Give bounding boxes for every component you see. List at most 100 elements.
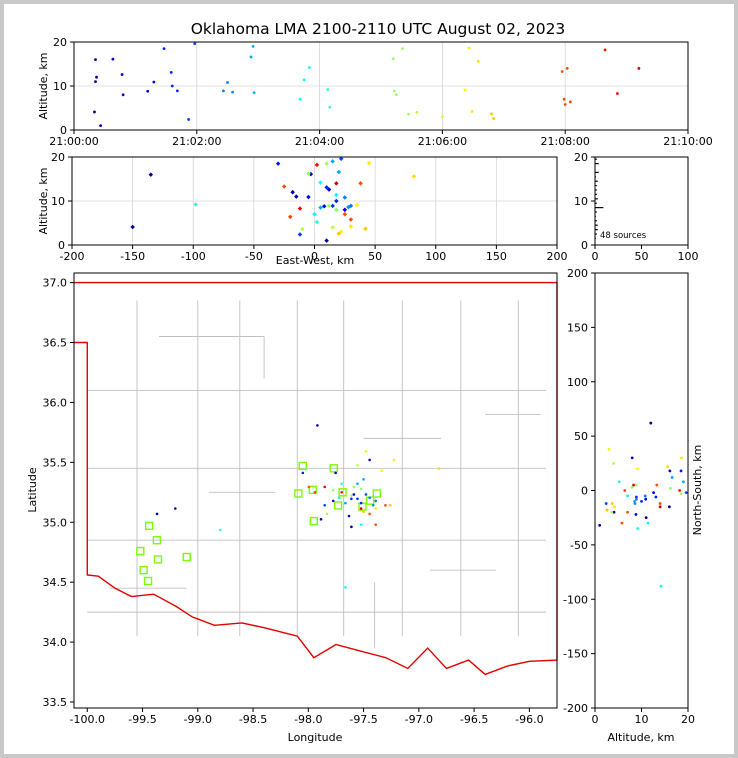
map-x-tick-label: -97.0 — [405, 713, 433, 726]
ew-altitude-point — [148, 172, 154, 177]
map-source-point — [344, 586, 347, 589]
altitude-ns-point — [670, 476, 674, 479]
map-source-point — [331, 499, 335, 503]
map-source-point — [307, 485, 311, 489]
ew-altitude-point — [318, 205, 323, 210]
map-source-point — [350, 497, 353, 501]
ew-altitude-x-tick-label: -200 — [60, 250, 85, 263]
ew-altitude-point — [363, 226, 368, 231]
altitude-ns-point — [668, 486, 672, 490]
ew-altitude-point — [294, 194, 299, 199]
time-altitude-point — [222, 89, 225, 93]
ew-altitude-point — [342, 211, 348, 217]
map-source-point — [352, 493, 356, 496]
time-altitude-point — [152, 80, 156, 84]
ew-altitude-point — [330, 225, 335, 230]
altitude-ns-point — [635, 467, 639, 471]
time-altitude-point — [615, 92, 619, 95]
ew-altitude-point — [366, 160, 372, 166]
time-altitude-x-tick-label: 21:10:00 — [663, 135, 712, 148]
ew-altitude-point — [336, 169, 342, 175]
time-altitude-point — [226, 81, 229, 84]
map-source-point — [340, 490, 343, 494]
time-altitude-point — [111, 57, 115, 61]
time-altitude-point — [162, 47, 166, 50]
source-count-label: 48 sources — [600, 231, 647, 241]
time-altitude-point — [298, 97, 302, 101]
map-source-point — [323, 503, 326, 507]
altitude-ns-point — [610, 502, 614, 505]
ew-altitude-point — [275, 161, 281, 166]
altitude-ns-point — [678, 489, 682, 492]
map-source-point — [362, 478, 365, 481]
ew-altitude-point — [334, 207, 339, 213]
map-source-point — [313, 490, 317, 494]
time-altitude-point — [94, 80, 97, 83]
altitude-ns-y-tick-label: 150 — [567, 321, 588, 334]
lma-station-marker — [153, 555, 163, 564]
time-altitude-x-tick-label: 21:08:00 — [540, 135, 589, 148]
map-source-point — [374, 507, 378, 510]
ew-altitude-x-tick-label: 200 — [547, 250, 568, 263]
altitude-ns-point — [620, 521, 624, 525]
histogram-x-tick-label: 50 — [635, 250, 649, 263]
altitude-ns-point — [644, 516, 648, 520]
altitude-ns-point — [636, 527, 640, 530]
time-altitude-point — [251, 45, 255, 48]
histogram-x-tick-label: 100 — [678, 250, 699, 263]
time-altitude-point — [415, 111, 419, 114]
lma-station-marker — [329, 464, 338, 473]
altitude-ns-point — [612, 510, 616, 514]
map-source-point — [352, 485, 356, 489]
map-x-tick-label: -97.5 — [349, 713, 377, 726]
ew-altitude-y-tick-label: 10 — [51, 195, 65, 208]
altitude-ns-point — [681, 480, 685, 484]
map-y-tick-label: 34.0 — [43, 636, 68, 649]
time-altitude-point — [302, 78, 306, 82]
map-source-point — [173, 507, 177, 510]
lma-station-marker — [309, 516, 319, 526]
altitude-ns-point — [654, 495, 658, 499]
time-altitude-point — [94, 58, 97, 61]
ew-altitude-point — [330, 203, 335, 209]
lma-station-marker — [294, 489, 303, 498]
map-source-point — [319, 517, 323, 521]
altitude-ns-point — [626, 494, 629, 498]
lma-station-marker — [358, 502, 367, 511]
altitude-ns-point — [666, 465, 669, 468]
figure: Oklahoma LMA 2100-2110 UTC August 02, 20… — [4, 4, 734, 754]
ew-altitude-point — [130, 224, 135, 230]
ew-altitude-point — [297, 206, 303, 211]
time-altitude-point — [170, 84, 174, 88]
altitude-ns-point — [649, 421, 653, 425]
time-altitude-y-tick-label: 10 — [53, 80, 67, 93]
altitude-ns-point — [612, 461, 615, 465]
altitude-ns-point — [607, 447, 611, 451]
lma-station-marker — [139, 565, 148, 575]
altitude-ns-point — [679, 492, 683, 496]
time-altitude-point — [169, 70, 173, 74]
ew-altitude-y-tick-label: 0 — [58, 239, 65, 252]
altitude-ns-xlabel: Altitude, km — [607, 731, 674, 744]
altitude-ns-point — [613, 505, 616, 509]
map-source-point — [368, 512, 371, 516]
time-altitude-point — [562, 97, 566, 101]
altitude-ns-x-tick-label: 20 — [681, 713, 695, 726]
altitude-ns-y-tick-label: -100 — [563, 593, 588, 606]
map-source-point — [323, 485, 326, 489]
time-altitude-point — [563, 103, 567, 106]
ew-altitude-x-tick-label: 50 — [368, 250, 382, 263]
altitude-ns-point — [684, 491, 688, 495]
time-altitude-point — [93, 110, 96, 114]
map-x-tick-label: -98.0 — [294, 713, 322, 726]
map-source-point — [218, 528, 222, 532]
ew-altitude-point — [342, 195, 348, 200]
time-altitude-point — [467, 46, 471, 50]
ew-altitude-point — [297, 232, 303, 237]
time-altitude-point — [401, 47, 404, 50]
altitude-ns-point — [655, 483, 659, 487]
time-altitude-point — [565, 67, 569, 70]
altitude-ns-point — [646, 521, 650, 525]
map-y-tick-label: 36.5 — [43, 337, 68, 350]
altitude-ns-point — [634, 483, 638, 487]
